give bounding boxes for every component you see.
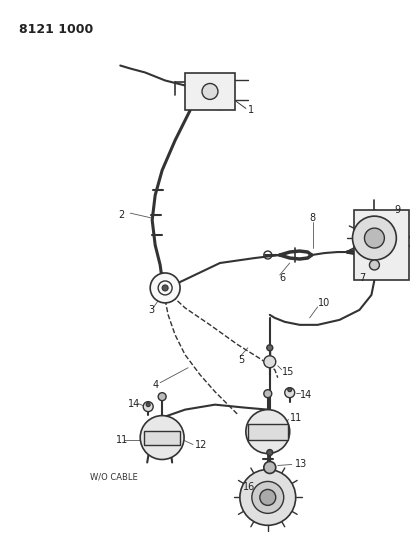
Bar bbox=[248, 424, 288, 440]
Circle shape bbox=[288, 387, 292, 392]
Circle shape bbox=[202, 84, 218, 100]
Bar bbox=[355, 210, 409, 280]
Text: W/O CABLE: W/O CABLE bbox=[90, 473, 138, 482]
Text: 3: 3 bbox=[148, 305, 154, 315]
Circle shape bbox=[150, 273, 180, 303]
Circle shape bbox=[285, 387, 295, 398]
Circle shape bbox=[146, 402, 150, 407]
Text: 12: 12 bbox=[195, 440, 208, 449]
Circle shape bbox=[260, 489, 276, 505]
Text: 9: 9 bbox=[395, 205, 400, 215]
Circle shape bbox=[264, 356, 276, 368]
Circle shape bbox=[162, 285, 168, 291]
Bar bbox=[144, 431, 180, 445]
Text: 8: 8 bbox=[309, 213, 316, 223]
Text: 11: 11 bbox=[116, 434, 129, 445]
Circle shape bbox=[264, 390, 272, 398]
Circle shape bbox=[369, 260, 379, 270]
Circle shape bbox=[365, 228, 384, 248]
Text: 15: 15 bbox=[282, 367, 294, 377]
Text: 8121 1000: 8121 1000 bbox=[18, 22, 93, 36]
Circle shape bbox=[267, 449, 273, 456]
Circle shape bbox=[267, 345, 273, 351]
Text: 16: 16 bbox=[243, 482, 255, 492]
Circle shape bbox=[353, 216, 396, 260]
Text: 6: 6 bbox=[280, 273, 286, 283]
Circle shape bbox=[140, 416, 184, 459]
Circle shape bbox=[252, 481, 284, 513]
Circle shape bbox=[143, 402, 153, 411]
Circle shape bbox=[264, 462, 276, 473]
Text: 5: 5 bbox=[238, 355, 244, 365]
Text: 1: 1 bbox=[248, 106, 254, 116]
Text: 2: 2 bbox=[118, 210, 125, 220]
Text: 11: 11 bbox=[290, 413, 302, 423]
Bar bbox=[185, 72, 235, 110]
Circle shape bbox=[240, 470, 296, 526]
Text: 13: 13 bbox=[295, 459, 307, 470]
Text: 14: 14 bbox=[300, 390, 312, 400]
Text: 10: 10 bbox=[318, 298, 330, 308]
Circle shape bbox=[158, 393, 166, 401]
Circle shape bbox=[246, 410, 290, 454]
Text: 7: 7 bbox=[360, 273, 366, 283]
Text: 14: 14 bbox=[128, 399, 141, 409]
Text: 4: 4 bbox=[152, 379, 158, 390]
